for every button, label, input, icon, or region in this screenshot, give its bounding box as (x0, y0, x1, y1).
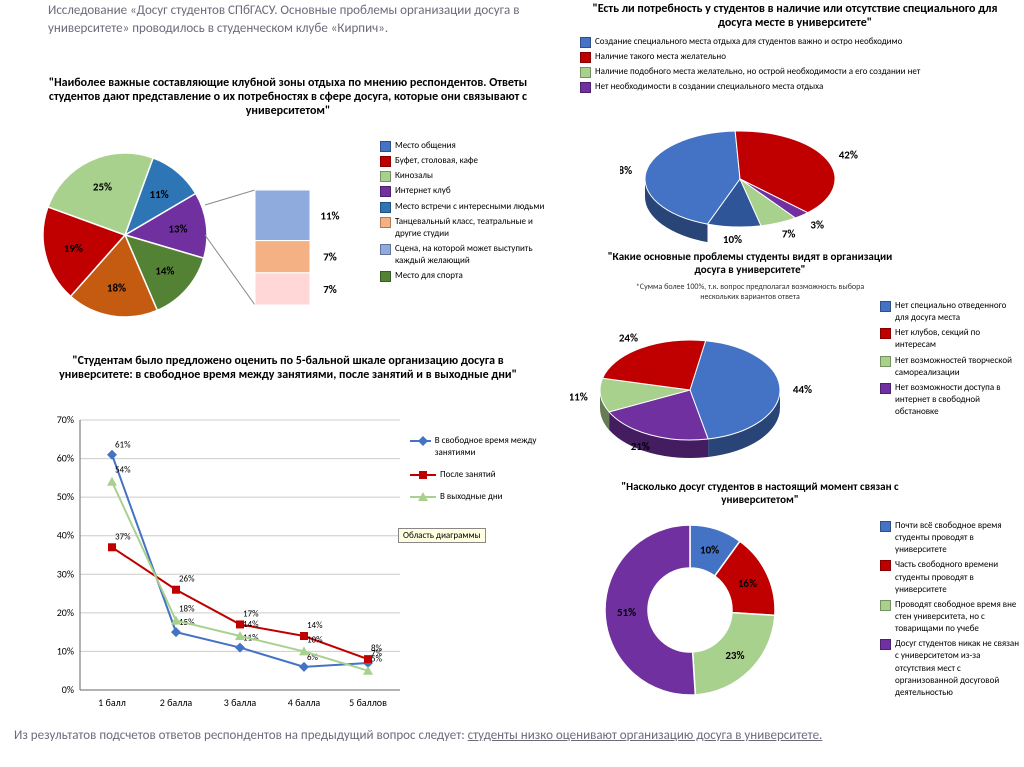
svg-text:10%: 10% (723, 233, 742, 246)
svg-text:54%: 54% (115, 465, 131, 476)
svg-text:18%: 18% (179, 604, 195, 615)
svg-text:50%: 50% (57, 490, 74, 503)
legend-item: Наличие такого места желательно (580, 51, 1015, 63)
legend-item: Кинозалы (380, 170, 550, 182)
svg-text:14%: 14% (307, 620, 323, 631)
outro-text: Из результатов подсчетов ответов респонд… (14, 728, 1004, 743)
legend-item: Место общения (380, 140, 550, 152)
svg-text:26%: 26% (179, 574, 195, 585)
donut-title: "Насколько досуг студентов в настоящий м… (600, 480, 920, 506)
pie3-subtitle: *Сумма более 100%, т.к. вопрос предполаг… (620, 282, 880, 302)
legend-item: Нет возможности доступа в интернет в сво… (880, 382, 1020, 418)
svg-text:51%: 51% (617, 606, 636, 619)
legend-item: Создание специального места отдыха для с… (580, 36, 1015, 48)
svg-text:10%: 10% (307, 634, 323, 645)
svg-text:0%: 0% (62, 683, 74, 696)
svg-text:37%: 37% (115, 531, 131, 542)
svg-text:44%: 44% (793, 383, 812, 396)
svg-text:23%: 23% (725, 649, 744, 662)
svg-text:42%: 42% (839, 148, 858, 161)
svg-text:24%: 24% (619, 332, 638, 345)
donut-chart: 10% 16% 23% 51% (570, 510, 820, 710)
svg-text:16%: 16% (738, 577, 757, 590)
svg-text:14%: 14% (155, 264, 174, 277)
svg-text:11%: 11% (320, 209, 339, 222)
legend-item: Место для спорта (380, 270, 550, 282)
legend-item: Нет необходимости в создании специальног… (580, 81, 1015, 93)
svg-text:11%: 11% (570, 391, 588, 404)
legend-item: Сцена, на которой может выступить каждый… (380, 243, 550, 267)
pie1-title: "Наиболее важные составляющие клубной зо… (48, 76, 528, 118)
svg-text:60%: 60% (57, 452, 74, 465)
svg-text:3 балла: 3 балла (224, 696, 257, 709)
svg-text:40%: 40% (57, 529, 74, 542)
pie3-chart: 44% 21% 11% 24% (570, 300, 820, 470)
linechart-legend: В свободное время между занятиями После з… (410, 435, 550, 514)
svg-text:20%: 20% (57, 606, 74, 619)
pie2-title: "Есть ли потребность у студентов в налич… (580, 2, 1010, 30)
svg-text:17%: 17% (243, 608, 259, 619)
svg-text:10%: 10% (700, 544, 719, 557)
svg-text:7%: 7% (782, 228, 796, 241)
svg-text:25%: 25% (93, 181, 112, 194)
pie3-title: "Какие основные проблемы студенты видят … (600, 250, 900, 276)
svg-text:14%: 14% (243, 619, 259, 630)
legend-item: Нет клубов, секций по интересам (880, 327, 1020, 351)
svg-text:5 баллов: 5 баллов (349, 696, 387, 709)
pie2-chart: 48% 42% 3% 7% 10% (620, 104, 880, 254)
legend-item: Часть свободного времени студенты провод… (880, 559, 1020, 595)
legend-item: Интернет клуб (380, 185, 550, 197)
svg-text:70%: 70% (57, 413, 74, 426)
svg-text:10%: 10% (57, 644, 74, 657)
svg-text:11%: 11% (150, 188, 169, 201)
chart-tooltip: Область диаграммы (398, 528, 486, 543)
legend-item: Досуг студентов никак не связан с универ… (880, 638, 1020, 699)
svg-text:30%: 30% (57, 567, 74, 580)
svg-text:13%: 13% (168, 223, 187, 236)
pie1-legend: Место общения Буфет, столовая, кафе Киноза… (380, 140, 550, 285)
svg-text:61%: 61% (115, 440, 131, 451)
svg-text:48%: 48% (620, 164, 632, 177)
legend-item: Место встречи с интересными людьми (380, 201, 550, 213)
intro-text: Исследование «Досуг студентов СПбГАСУ. О… (48, 2, 558, 37)
legend-item: Танцевальный класс, театральные и другие… (380, 216, 550, 240)
linechart-title: "Студентам было предложено оценить по 5-… (48, 354, 528, 382)
legend-item: Нет специально отведенного для досуга ме… (880, 300, 1020, 324)
line-chart: 0% 10% 20% 30% 40% 50% 60% 70% 1 балл 2 балла 3 ба… (40, 410, 410, 720)
legend-item: Наличие подобного места желательно, но о… (580, 66, 1015, 78)
donut-legend: Почти всё свободное время студенты прово… (880, 520, 1020, 702)
legend-item: Нет возможностей творческой самореализац… (880, 355, 1020, 379)
pie2-legend: Создание специального места отдыха для с… (580, 36, 1015, 97)
svg-text:18%: 18% (107, 282, 126, 295)
svg-text:3%: 3% (810, 219, 824, 232)
legend-item: Проводят свободное время вне стен универ… (880, 599, 1020, 635)
svg-text:4 балла: 4 балла (288, 696, 321, 709)
pie1-chart: 11% 13% 14% 18% 19% 25% 11% 7% 7% (30, 140, 380, 340)
pie3-legend: Нет специально отведенного для досуга ме… (880, 300, 1020, 421)
svg-text:8%: 8% (371, 643, 383, 654)
legend-item: Буфет, столовая, кафе (380, 155, 550, 167)
legend-item: В свободное время между занятиями (410, 435, 550, 459)
svg-text:2 балла: 2 балла (160, 696, 193, 709)
legend-item: В выходные дни (410, 491, 550, 503)
legend-item: Почти всё свободное время студенты прово… (880, 520, 1020, 556)
svg-text:7%: 7% (323, 251, 337, 264)
svg-text:19%: 19% (64, 242, 83, 255)
svg-text:7%: 7% (323, 283, 337, 296)
legend-item: После занятий (410, 469, 550, 481)
svg-text:21%: 21% (631, 440, 650, 453)
svg-text:1 балл: 1 балл (98, 696, 126, 709)
svg-text:5%: 5% (371, 654, 383, 665)
